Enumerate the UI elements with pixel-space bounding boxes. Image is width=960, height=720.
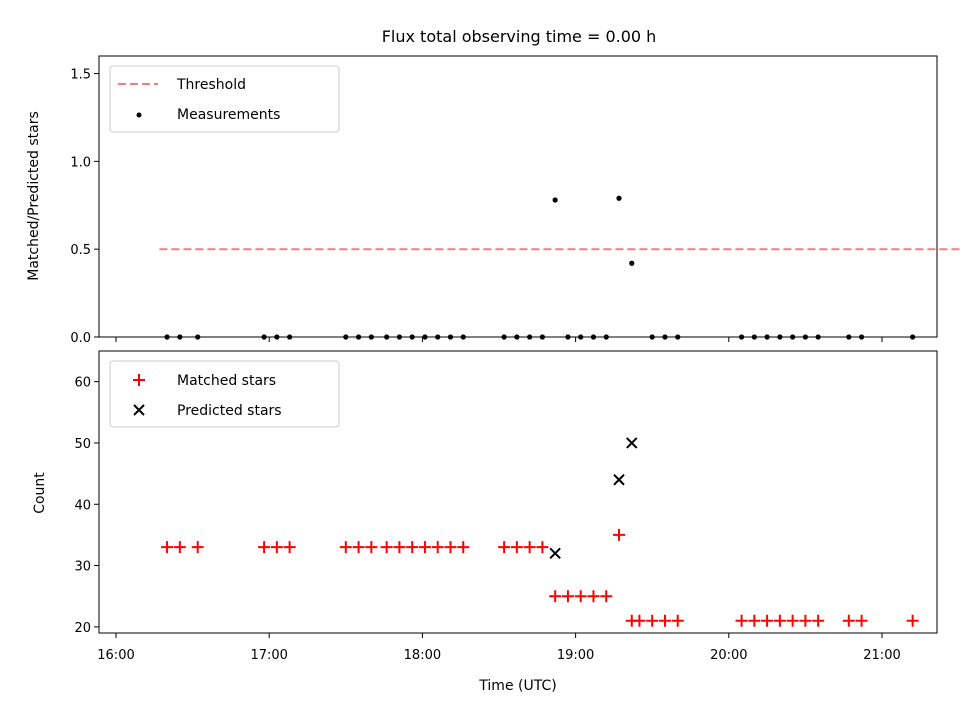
top-y-axis-label: Matched/Predicted stars	[26, 111, 42, 281]
matched-star-point	[536, 541, 549, 554]
matched-star-point	[658, 614, 671, 627]
matched-star-point	[457, 541, 470, 554]
measurement-point	[629, 260, 635, 266]
matched-star-point	[523, 541, 536, 554]
matched-star-point	[906, 614, 919, 627]
matched-star-point	[510, 541, 523, 554]
chart-title: Flux total observing time = 0.00 h	[382, 27, 657, 46]
x-tick-label: 19:00	[557, 648, 594, 663]
matched-star-point	[365, 541, 378, 554]
matched-star-point	[393, 541, 406, 554]
x-tick-label: 16:00	[97, 648, 134, 663]
matched-star-point	[600, 590, 613, 603]
matched-star-point	[258, 541, 271, 554]
bottom-y-axis-label: Count	[32, 472, 48, 514]
measurement-point	[552, 197, 558, 203]
matched-star-point	[352, 541, 365, 554]
matched-star-point	[549, 590, 562, 603]
predicted-stars-points	[549, 437, 638, 560]
legend-threshold-label: Threshold	[176, 77, 246, 93]
top-x-ticks	[115, 337, 883, 342]
bottom-panel: 20 30 40 50 60 16:00 17:00 18:00 19:00 20:00 21:0…	[32, 350, 938, 694]
top-legend: Threshold Measurements	[109, 65, 340, 133]
legend-measurements-label: Measurements	[177, 107, 280, 123]
x-tick-label: 17:00	[250, 648, 287, 663]
matched-star-point	[406, 541, 419, 554]
matched-star-point	[613, 528, 626, 541]
matched-star-point	[633, 614, 646, 627]
top-plot-frame	[98, 55, 938, 338]
legend-matched-label: Matched stars	[177, 373, 276, 389]
matched-star-point	[283, 541, 296, 554]
legend-predicted-label: Predicted stars	[177, 403, 282, 419]
matched-star-point	[418, 541, 431, 554]
matched-star-point	[431, 541, 444, 554]
predicted-star-point	[549, 547, 561, 560]
matched-star-point	[799, 614, 812, 627]
bottom-y-tick-label: 40	[74, 498, 91, 513]
bottom-y-ticks: 20 30 40 50 60	[74, 376, 99, 636]
bottom-y-tick-label: 30	[74, 560, 91, 575]
measurement-point	[616, 195, 622, 201]
matched-star-point	[748, 614, 761, 627]
matched-star-point	[855, 614, 868, 627]
x-tick-label: 20:00	[710, 648, 747, 663]
matched-star-point	[646, 614, 659, 627]
top-y-ticks: 0.0 0.5 1.0 1.5	[70, 68, 99, 346]
x-tick-label: 21:00	[863, 648, 900, 663]
matched-star-point	[671, 614, 684, 627]
x-tick-label: 18:00	[404, 648, 441, 663]
top-panel: 0.0 0.5 1.0 1.5 Matched/Predicted stars Thr…	[26, 55, 960, 346]
matched-star-point	[191, 541, 204, 554]
top-y-tick-label: 0.5	[70, 243, 91, 258]
matched-star-point	[161, 541, 174, 554]
matched-star-point	[786, 614, 799, 627]
matched-star-point	[380, 541, 393, 554]
bottom-legend: Matched stars Predicted stars	[109, 360, 340, 428]
bottom-y-tick-label: 60	[74, 376, 91, 391]
predicted-star-point	[626, 437, 638, 449]
predicted-star-point	[613, 474, 625, 486]
legend-predicted-swatch	[133, 404, 145, 416]
matched-star-point	[339, 541, 352, 554]
matched-star-point	[761, 614, 774, 627]
matched-star-point	[444, 541, 457, 554]
bottom-legend-box	[109, 360, 340, 428]
matched-stars-points	[161, 528, 919, 627]
matched-star-point	[773, 614, 786, 627]
matched-star-point	[173, 541, 186, 554]
matched-star-point	[561, 590, 574, 603]
bottom-plot-frame	[98, 350, 938, 634]
matched-star-point	[498, 541, 511, 554]
matched-star-point	[574, 590, 587, 603]
top-y-tick-label: 1.5	[70, 68, 91, 83]
matched-star-point	[842, 614, 855, 627]
matched-star-point	[812, 614, 825, 627]
matched-star-point	[270, 541, 283, 554]
legend-measurements-swatch	[136, 112, 142, 118]
bottom-x-ticks: 16:0017:0018:0019:0020:0021:0022:0023:00…	[97, 633, 901, 663]
top-y-tick-label: 0.0	[70, 331, 91, 346]
bottom-y-tick-label: 20	[74, 621, 91, 636]
legend-matched-swatch	[133, 374, 145, 386]
top-y-tick-label: 1.0	[70, 155, 91, 170]
top-legend-box	[109, 65, 340, 133]
matched-star-point	[587, 590, 600, 603]
matched-star-point	[735, 614, 748, 627]
bottom-y-tick-label: 50	[74, 437, 91, 452]
x-axis-label: Time (UTC)	[478, 678, 556, 694]
